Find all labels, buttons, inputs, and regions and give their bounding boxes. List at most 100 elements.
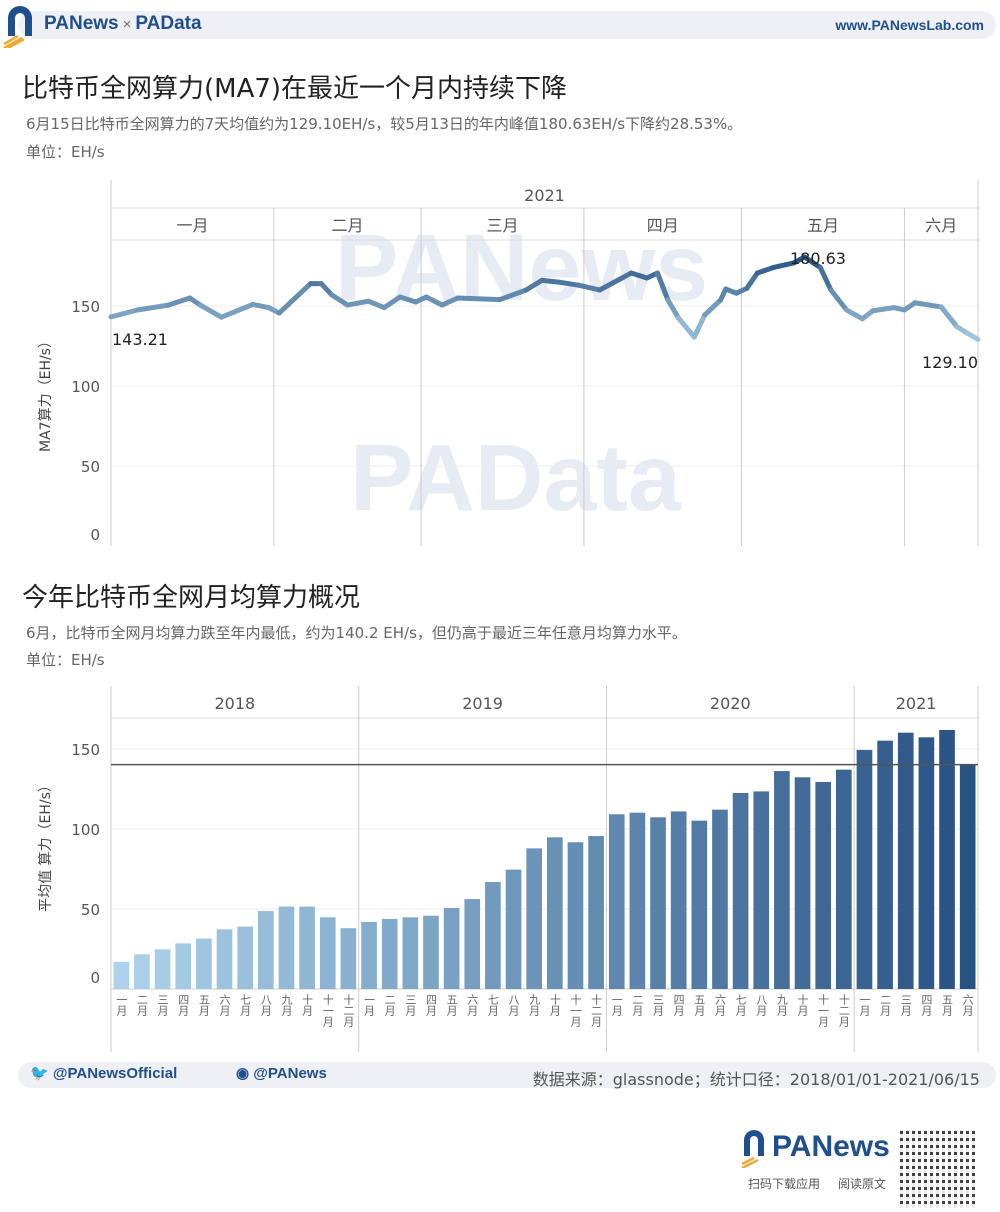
line-segment bbox=[744, 270, 760, 291]
chart1-title: 比特币全网算力(MA7)在最近一个月内持续下降 bbox=[22, 74, 568, 104]
data-label: 180.63 bbox=[790, 249, 846, 268]
line-segment bbox=[134, 302, 172, 313]
line-segment bbox=[665, 297, 681, 321]
bar bbox=[505, 869, 522, 989]
line-segment bbox=[344, 298, 371, 308]
year-label: 2018 bbox=[214, 694, 255, 713]
x-tick-label: 五月 bbox=[197, 994, 210, 1016]
bar bbox=[959, 764, 976, 989]
bar bbox=[918, 737, 935, 989]
x-tick-label: 四月 bbox=[177, 994, 190, 1016]
footer-bar bbox=[18, 1062, 996, 1088]
bar bbox=[258, 911, 274, 989]
year-label: 2021 bbox=[896, 694, 937, 713]
y-tick-label: 150 bbox=[71, 298, 100, 316]
x-tick-label: 九月 bbox=[528, 994, 541, 1016]
line-segment bbox=[817, 265, 834, 293]
line-segment bbox=[218, 301, 256, 320]
y-tick-label: 150 bbox=[71, 741, 100, 759]
month-label: 五月 bbox=[807, 216, 839, 235]
line-segment bbox=[423, 294, 445, 308]
x-tick-label: 五月 bbox=[941, 994, 954, 1016]
line-segment bbox=[964, 330, 981, 342]
line-segment bbox=[938, 304, 960, 330]
bar bbox=[196, 938, 212, 989]
month-label: 三月 bbox=[486, 216, 518, 235]
site-url[interactable]: www.PANewsLab.com bbox=[835, 17, 984, 33]
chart2-subtitle: 6月，比特币全网月均算力跌至年内最低，约为140.2 EH/s，但仍高于最近三年… bbox=[26, 624, 687, 642]
weibo-handle[interactable]: ◉ @PANews bbox=[236, 1064, 327, 1082]
x-tick-label: 十一月 bbox=[569, 993, 582, 1027]
x-tick-label: 一月 bbox=[610, 994, 623, 1016]
bar bbox=[732, 793, 749, 989]
line-segment bbox=[397, 294, 419, 305]
line-segment bbox=[754, 265, 776, 276]
line-segment bbox=[381, 294, 403, 311]
line-segment bbox=[828, 287, 850, 313]
bar bbox=[629, 812, 646, 989]
x-tick-label: 十一月 bbox=[321, 993, 334, 1027]
line-chart: PANews PAData 0 50 100 150 2021 一月 二月 三月 四月 五月 六月 MA7… bbox=[38, 180, 981, 546]
month-label: 一月 bbox=[176, 216, 208, 235]
x-tick-label: 六月 bbox=[961, 994, 974, 1016]
panews-logo-icon bbox=[3, 6, 32, 48]
x-tick-label: 十月 bbox=[301, 993, 314, 1016]
bar bbox=[753, 791, 770, 989]
bar bbox=[278, 906, 295, 989]
x-tick-label: 二月 bbox=[135, 994, 148, 1016]
chart1-subtitle: 6月15日比特币全网算力的7天均值约为129.10EH/s，较5月13日的年内峰… bbox=[26, 115, 743, 133]
brand-title: PANews × PAData bbox=[44, 13, 202, 35]
x-tick-label: 七月 bbox=[734, 994, 747, 1016]
line-segment bbox=[365, 298, 387, 311]
line-segment bbox=[276, 281, 314, 316]
y-axis-title: MA7算力（EH/s） bbox=[38, 334, 54, 452]
weibo-icon: ◉ bbox=[236, 1065, 250, 1082]
x-tick-label: 七月 bbox=[486, 994, 499, 1016]
month-label: 四月 bbox=[647, 216, 679, 235]
read-original-link[interactable]: 阅读原文 bbox=[838, 1177, 887, 1191]
x-tick-label: 十月 bbox=[548, 993, 561, 1016]
x-tick-label: 四月 bbox=[920, 994, 933, 1016]
y-tick-label: 100 bbox=[71, 821, 100, 839]
line-segment bbox=[691, 312, 708, 340]
header-bar bbox=[18, 11, 996, 39]
x-tick-label: 十二月 bbox=[837, 993, 850, 1027]
footer-logo-text: PANews bbox=[772, 1130, 890, 1163]
bar bbox=[402, 917, 419, 989]
twitter-handle[interactable]: 🐦 @PANewsOfficial bbox=[30, 1064, 177, 1082]
year-label: 2021 bbox=[524, 186, 565, 205]
line-segment bbox=[770, 260, 797, 271]
bar bbox=[175, 943, 192, 989]
twitter-label: @PANewsOfficial bbox=[52, 1065, 178, 1082]
bar bbox=[547, 837, 563, 989]
bar bbox=[588, 836, 604, 989]
scan-download-label: 扫码下载应用 bbox=[748, 1177, 821, 1191]
brand-padata: PAData bbox=[135, 13, 202, 34]
x-tick-label: 三月 bbox=[404, 994, 417, 1016]
chart2-unit: 单位：EH/s bbox=[26, 651, 105, 669]
line-segment bbox=[912, 300, 944, 310]
bar bbox=[794, 777, 811, 989]
x-tick-label: 四月 bbox=[672, 994, 685, 1016]
weibo-label: @PANews bbox=[253, 1065, 327, 1082]
x-tick-label: 二月 bbox=[383, 994, 396, 1016]
x-tick-label: 三月 bbox=[899, 994, 912, 1016]
y-tick-label: 0 bbox=[90, 526, 100, 544]
y-tick-label: 0 bbox=[90, 969, 100, 987]
x-tick-label: 六月 bbox=[713, 994, 726, 1016]
x-tick-label: 一月 bbox=[858, 994, 871, 1016]
x-tick-label: 十二月 bbox=[342, 993, 355, 1027]
chart1-unit: 单位：EH/s bbox=[26, 143, 105, 161]
year-label: 2019 bbox=[462, 694, 503, 713]
line-segment bbox=[108, 307, 140, 320]
bar-chart: 050100150平均值 算力（EH/s）2018一月 二月 三月 四月 五月 六月 七月八… bbox=[38, 686, 979, 1052]
chart2-title: 今年比特币全网月均算力概况 bbox=[22, 583, 361, 613]
bar bbox=[154, 949, 171, 989]
x-tick-label: 二月 bbox=[879, 994, 892, 1016]
line-segment bbox=[250, 301, 272, 311]
line-segment bbox=[555, 279, 582, 288]
x-tick-label: 八月 bbox=[259, 994, 272, 1016]
x-tick-label: 十二月 bbox=[590, 993, 603, 1027]
x-tick-label: 一月 bbox=[115, 994, 128, 1016]
